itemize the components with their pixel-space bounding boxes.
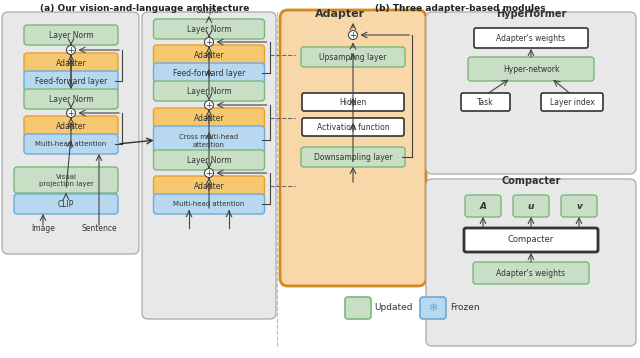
FancyBboxPatch shape <box>142 12 276 319</box>
FancyBboxPatch shape <box>24 71 118 91</box>
Text: Upsampling layer: Upsampling layer <box>319 53 387 62</box>
Text: Compacter: Compacter <box>508 234 554 243</box>
Text: Adapter: Adapter <box>194 113 224 122</box>
FancyBboxPatch shape <box>302 118 404 136</box>
Text: v: v <box>576 202 582 211</box>
Text: Image: Image <box>31 223 55 232</box>
FancyBboxPatch shape <box>302 93 404 111</box>
Text: Downsampling layer: Downsampling layer <box>314 153 392 161</box>
Text: Visual: Visual <box>56 174 77 180</box>
FancyBboxPatch shape <box>154 150 264 170</box>
Circle shape <box>67 108 76 117</box>
FancyBboxPatch shape <box>474 28 588 48</box>
FancyBboxPatch shape <box>465 195 501 217</box>
FancyBboxPatch shape <box>154 81 264 101</box>
Text: Adapter's weights: Adapter's weights <box>497 34 566 43</box>
Circle shape <box>205 101 214 110</box>
Text: ❄: ❄ <box>428 303 438 313</box>
Text: +: + <box>205 169 212 178</box>
Text: Adapter: Adapter <box>194 50 224 59</box>
FancyBboxPatch shape <box>2 12 139 254</box>
Text: Updated: Updated <box>374 304 413 313</box>
Circle shape <box>205 38 214 47</box>
FancyBboxPatch shape <box>154 63 264 83</box>
FancyBboxPatch shape <box>561 195 597 217</box>
FancyBboxPatch shape <box>24 89 118 109</box>
Text: Layer Norm: Layer Norm <box>187 87 231 96</box>
Circle shape <box>67 45 76 54</box>
FancyBboxPatch shape <box>154 108 264 128</box>
Text: Adapter: Adapter <box>56 58 86 68</box>
Text: Adapter: Adapter <box>194 182 224 190</box>
FancyBboxPatch shape <box>24 134 118 154</box>
FancyBboxPatch shape <box>154 176 264 196</box>
Text: CLIP: CLIP <box>58 199 74 208</box>
FancyBboxPatch shape <box>420 297 446 319</box>
FancyBboxPatch shape <box>473 262 589 284</box>
Text: attention: attention <box>193 142 225 148</box>
Text: +: + <box>68 45 74 54</box>
Text: Multi-head attention: Multi-head attention <box>173 201 244 207</box>
FancyBboxPatch shape <box>461 93 510 111</box>
FancyBboxPatch shape <box>513 195 549 217</box>
Text: Adapter's weights: Adapter's weights <box>497 268 566 277</box>
Text: Hyperformer: Hyperformer <box>496 9 566 19</box>
FancyBboxPatch shape <box>24 116 118 136</box>
FancyBboxPatch shape <box>464 228 598 252</box>
Text: Task: Task <box>477 97 494 106</box>
Text: u: u <box>528 202 534 211</box>
Text: Layer Norm: Layer Norm <box>187 24 231 34</box>
Text: Hidden: Hidden <box>339 97 367 106</box>
Text: +: + <box>205 101 212 110</box>
Text: Adapter: Adapter <box>56 121 86 131</box>
FancyBboxPatch shape <box>426 12 636 174</box>
FancyBboxPatch shape <box>24 25 118 45</box>
Text: Feed-forward layer: Feed-forward layer <box>35 77 107 86</box>
Text: Cross multi-head: Cross multi-head <box>179 134 239 140</box>
FancyBboxPatch shape <box>14 167 118 193</box>
Text: A: A <box>479 202 486 211</box>
Text: Layer Norm: Layer Norm <box>49 95 93 103</box>
FancyBboxPatch shape <box>24 53 118 73</box>
Text: Sentence: Sentence <box>81 223 117 232</box>
Text: Layer index: Layer index <box>550 97 595 106</box>
Text: Multi-head attention: Multi-head attention <box>35 141 107 147</box>
FancyBboxPatch shape <box>345 297 371 319</box>
Text: Adapter: Adapter <box>315 9 365 19</box>
Text: Activation function: Activation function <box>317 122 389 131</box>
Text: +: + <box>349 30 356 39</box>
Circle shape <box>349 30 358 39</box>
Text: (b) Three adapter-based modules: (b) Three adapter-based modules <box>374 4 545 13</box>
FancyBboxPatch shape <box>426 179 636 346</box>
FancyBboxPatch shape <box>154 45 264 65</box>
Text: Hyper-network: Hyper-network <box>503 64 559 73</box>
FancyBboxPatch shape <box>154 126 264 154</box>
Text: Layer Norm: Layer Norm <box>49 30 93 39</box>
FancyBboxPatch shape <box>468 57 594 81</box>
Text: projection layer: projection layer <box>38 181 93 187</box>
Text: Layer Norm: Layer Norm <box>187 155 231 164</box>
Text: +: + <box>205 38 212 47</box>
Text: Output: Output <box>196 5 222 15</box>
FancyBboxPatch shape <box>154 19 264 39</box>
FancyBboxPatch shape <box>301 47 405 67</box>
Text: Frozen: Frozen <box>450 304 479 313</box>
FancyBboxPatch shape <box>301 147 405 167</box>
Circle shape <box>205 169 214 178</box>
FancyBboxPatch shape <box>541 93 603 111</box>
Text: +: + <box>68 108 74 117</box>
FancyBboxPatch shape <box>14 194 118 214</box>
FancyBboxPatch shape <box>280 10 426 286</box>
Text: (a) Our vision-and-language architecture: (a) Our vision-and-language architecture <box>40 4 250 13</box>
Text: Feed-forward layer: Feed-forward layer <box>173 68 245 77</box>
FancyBboxPatch shape <box>154 194 264 214</box>
Text: Compacter: Compacter <box>501 176 561 186</box>
